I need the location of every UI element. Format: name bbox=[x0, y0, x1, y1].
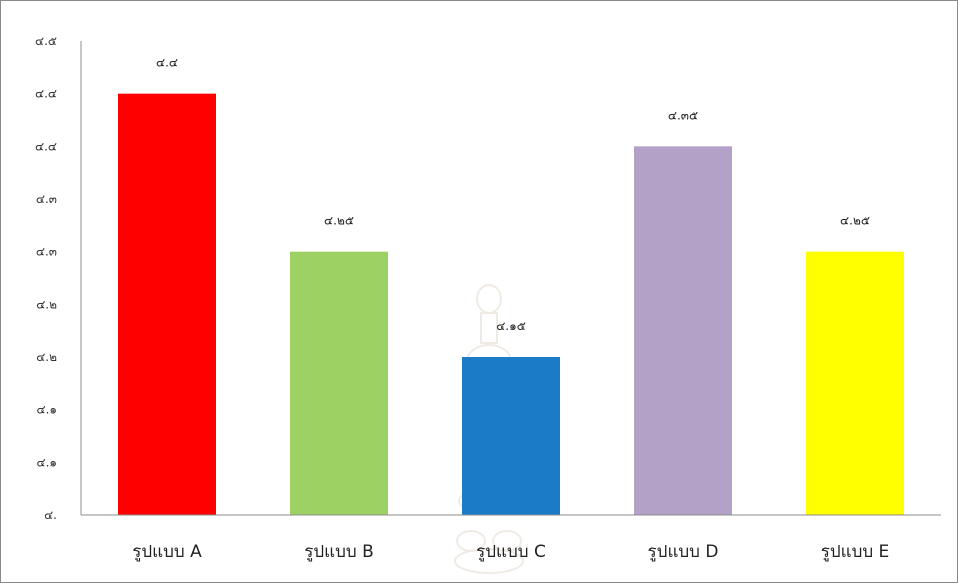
bar-d bbox=[634, 146, 732, 516]
category-label: รูปแบบ D bbox=[648, 542, 719, 562]
category-label: รูปแบบ B bbox=[304, 542, 374, 562]
y-tick-label: ๔.๒ bbox=[36, 297, 57, 311]
category-labels: รูปแบบ A รูปแบบ B รูปแบบ C รูปแบบ D รูปแบบ E bbox=[132, 542, 889, 562]
y-tick-labels: ๔.๔.๑๔.๑๔.๒๔.๒๔.๓๔.๓๔.๔๔.๔๔.๕ bbox=[35, 34, 57, 522]
data-label: ๔.๔ bbox=[156, 56, 178, 70]
data-label: ๔.๓๕ bbox=[668, 108, 698, 122]
y-tick-label: ๔.๑ bbox=[36, 403, 57, 417]
data-label: ๔.๒๕ bbox=[840, 214, 870, 228]
y-tick-label: ๔. bbox=[44, 508, 57, 522]
data-label: ๔.๒๕ bbox=[324, 214, 354, 228]
bar-c bbox=[462, 357, 560, 515]
bar-b bbox=[290, 251, 388, 515]
bar-a bbox=[118, 93, 216, 516]
y-tick-label: ๔.๑ bbox=[36, 455, 57, 469]
category-label: รูปแบบ E bbox=[821, 542, 890, 562]
category-label: รูปแบบ A bbox=[132, 542, 202, 562]
y-tick-label: ๔.๕ bbox=[35, 34, 57, 48]
y-tick-label: ๔.๓ bbox=[36, 245, 57, 259]
y-tick-label: ๔.๔ bbox=[35, 139, 57, 153]
data-labels: ๔.๔๔.๒๕๔.๑๕ ๔.๓๕๔.๒๕ bbox=[156, 56, 870, 333]
y-tick-label: ๔.๔ bbox=[35, 87, 57, 101]
bar-e bbox=[806, 251, 904, 515]
bars-group bbox=[118, 93, 904, 516]
category-label: รูปแบบ C bbox=[476, 542, 546, 562]
y-tick-label: ๔.๓ bbox=[36, 192, 57, 206]
data-label: ๔.๑๕ bbox=[496, 319, 526, 333]
y-tick-label: ๔.๒ bbox=[36, 350, 57, 364]
